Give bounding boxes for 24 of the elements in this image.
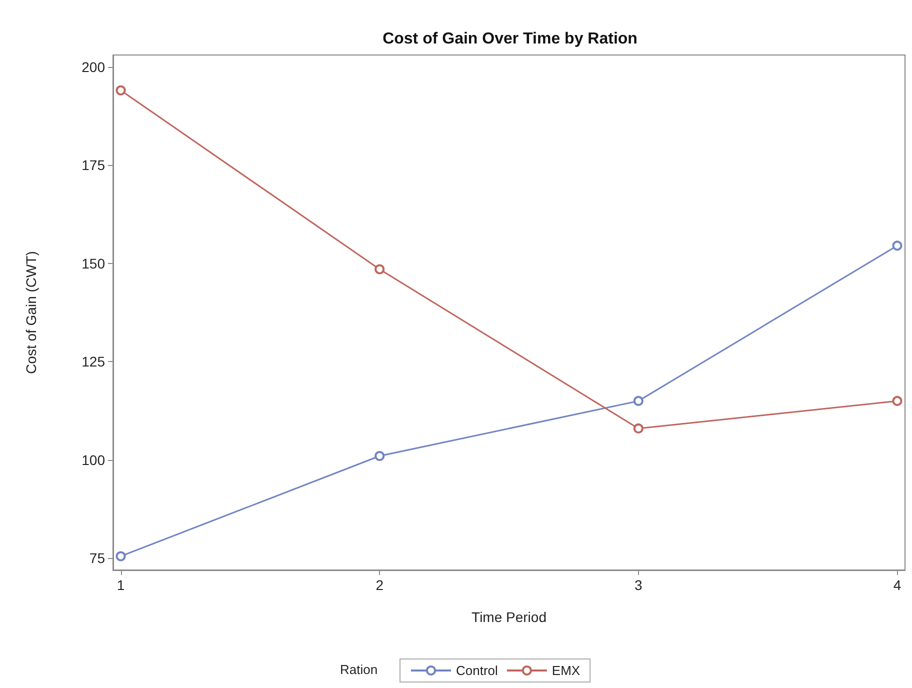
y-tick-label: 175 xyxy=(82,157,106,174)
x-axis-title: Time Period xyxy=(472,609,546,625)
x-tick-label: 1 xyxy=(116,577,125,593)
x-tick-label: 2 xyxy=(376,577,384,593)
point xyxy=(116,85,126,96)
x-tick-label: 4 xyxy=(893,577,902,593)
point xyxy=(116,551,126,562)
y-axis-title: Cost of Gain (CWT) xyxy=(23,251,39,374)
x-tick-label: 3 xyxy=(634,577,643,593)
point xyxy=(374,264,385,274)
y-tick-label: 200 xyxy=(82,58,106,75)
point xyxy=(892,240,902,251)
chart-title: Cost of Gain Over Time by Ration xyxy=(382,30,638,48)
point xyxy=(374,450,385,461)
y-tick-label: 150 xyxy=(82,255,106,272)
legend-title: Ration xyxy=(340,662,378,677)
legend-label: Control xyxy=(456,663,498,678)
point xyxy=(633,423,644,434)
legend-label: EMX xyxy=(552,663,580,678)
y-tick-label: 125 xyxy=(82,354,106,370)
y-tick-label: 75 xyxy=(89,550,106,566)
point xyxy=(633,396,644,406)
y-tick-label: 100 xyxy=(82,452,106,468)
point xyxy=(892,396,902,406)
